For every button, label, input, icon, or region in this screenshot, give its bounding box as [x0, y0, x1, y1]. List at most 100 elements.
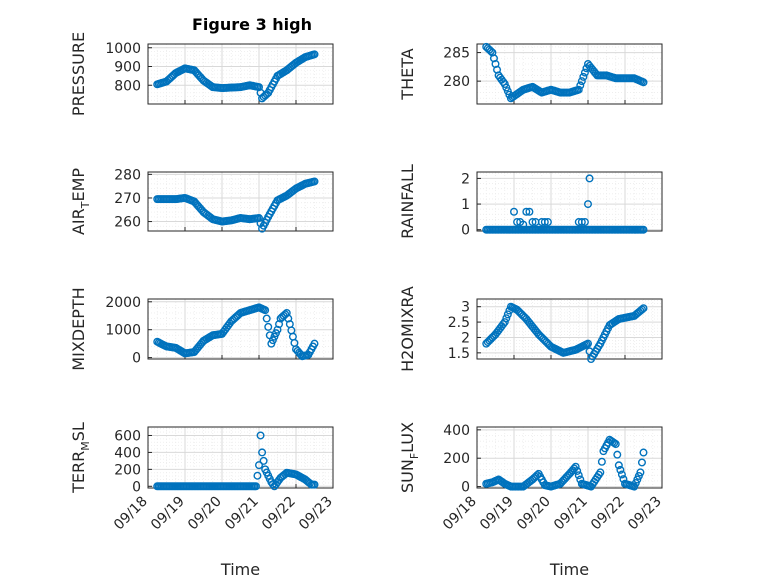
yaxis-label: PRESSURE	[69, 32, 88, 116]
ytick-label: 200	[114, 462, 141, 478]
ytick-label: 3	[461, 300, 470, 316]
ytick-label: 260	[114, 215, 141, 231]
data-marker	[610, 438, 619, 447]
ytick-label: 1	[461, 197, 470, 213]
data-marker	[287, 326, 296, 335]
axes-box	[476, 43, 663, 105]
xtick-label: 09/21	[222, 494, 262, 534]
data-marker	[584, 200, 593, 209]
data-marker	[613, 450, 622, 459]
data-marker	[571, 462, 580, 471]
data-marker	[254, 461, 263, 470]
ytick-label: 270	[114, 191, 141, 207]
axes-box	[476, 171, 663, 232]
data-marker	[636, 468, 645, 477]
xaxis-label: Time	[220, 560, 260, 579]
yaxis-label: AIRTEMP	[69, 168, 92, 235]
data-marker	[637, 305, 646, 314]
xtick-label: 09/18	[440, 494, 480, 534]
data-marker	[256, 431, 265, 440]
data-marker	[525, 207, 534, 216]
data-marker	[261, 306, 270, 315]
ytick-label: 1.5	[448, 346, 470, 362]
data-marker	[253, 471, 262, 480]
yaxis-label: RAINFALL	[398, 164, 417, 239]
data-marker	[580, 68, 589, 77]
ytick-label: 1000	[105, 323, 141, 339]
ytick-label: 285	[443, 46, 470, 62]
data-marker	[522, 207, 531, 216]
yaxis-label: MIXDEPTH	[69, 287, 88, 370]
xaxis-label: Time	[549, 560, 589, 579]
axes-mixdepth: 0 1000 2000 MIXDEPTH	[69, 287, 334, 371]
axes-rainfall: 0 1 2 RAINFALL	[398, 164, 663, 239]
ytick-label: 2.5	[448, 315, 470, 331]
data-marker	[264, 322, 273, 331]
axes-box	[476, 426, 663, 489]
data-marker	[597, 457, 606, 466]
data-marker	[579, 72, 588, 81]
data-marker	[254, 214, 263, 223]
data-marker	[540, 218, 549, 227]
ytick-label: 0	[132, 351, 141, 367]
data-marker	[637, 458, 646, 467]
data-marker	[262, 314, 271, 323]
ytick-label: 2	[461, 171, 470, 187]
data-marker	[543, 218, 552, 227]
axes-box	[147, 298, 334, 360]
data-marker	[310, 480, 319, 489]
data-marker	[639, 78, 648, 87]
yaxis-label: THETA	[398, 48, 417, 100]
ytick-label: 2000	[105, 295, 141, 311]
yaxis-label: H2OMIXRA	[398, 286, 417, 372]
data-marker	[310, 50, 319, 59]
ytick-label: 200	[443, 451, 470, 467]
ytick-label: 280	[114, 167, 141, 183]
xtick-label: 09/22	[588, 494, 628, 534]
data-marker	[614, 461, 623, 470]
data-marker	[585, 174, 594, 183]
data-marker	[503, 310, 512, 319]
data-marker	[259, 456, 268, 465]
data-marker	[310, 177, 319, 186]
xtick-label: 09/22	[259, 494, 299, 534]
ytick-label: 280	[443, 74, 470, 90]
xtick-label: 09/18	[111, 494, 151, 534]
ytick-label: 1000	[105, 41, 141, 57]
data-marker	[639, 304, 648, 313]
data-marker	[573, 466, 582, 475]
data-marker	[500, 318, 509, 327]
ytick-label: 0	[132, 479, 141, 495]
xtick-label: 09/20	[185, 494, 225, 534]
xtick-label: 09/21	[551, 494, 591, 534]
ytick-label: 600	[114, 428, 141, 444]
axes-h2omixra: 1.522.53 H2OMIXRA	[398, 286, 663, 372]
axes-theta: 280 285 THETA	[398, 42, 663, 105]
ytick-label: 400	[114, 445, 141, 461]
data-marker	[639, 448, 648, 457]
axes-pressure: 800 900 1000 PRESSURE	[69, 32, 334, 116]
data-marker	[580, 218, 589, 227]
xtick-label: 09/20	[514, 494, 554, 534]
axes-box	[147, 171, 334, 232]
data-marker	[616, 465, 625, 474]
data-marker	[584, 339, 593, 348]
ytick-label: 0	[461, 223, 470, 239]
data-marker	[574, 85, 583, 94]
data-marker	[528, 218, 537, 227]
data-marker	[577, 77, 586, 86]
ytick-label: 900	[114, 60, 141, 76]
data-marker	[611, 440, 620, 449]
data-marker	[519, 220, 528, 229]
data-marker	[639, 225, 648, 234]
data-marker	[576, 81, 585, 90]
xtick-label: 09/19	[477, 494, 517, 534]
data-marker	[510, 207, 519, 216]
yaxis-label: SUNFLUX	[398, 422, 421, 493]
axes-box	[476, 298, 663, 360]
data-marker	[251, 482, 260, 491]
data-marker	[288, 332, 297, 341]
ytick-label: 400	[443, 423, 470, 439]
data-marker	[310, 339, 319, 348]
